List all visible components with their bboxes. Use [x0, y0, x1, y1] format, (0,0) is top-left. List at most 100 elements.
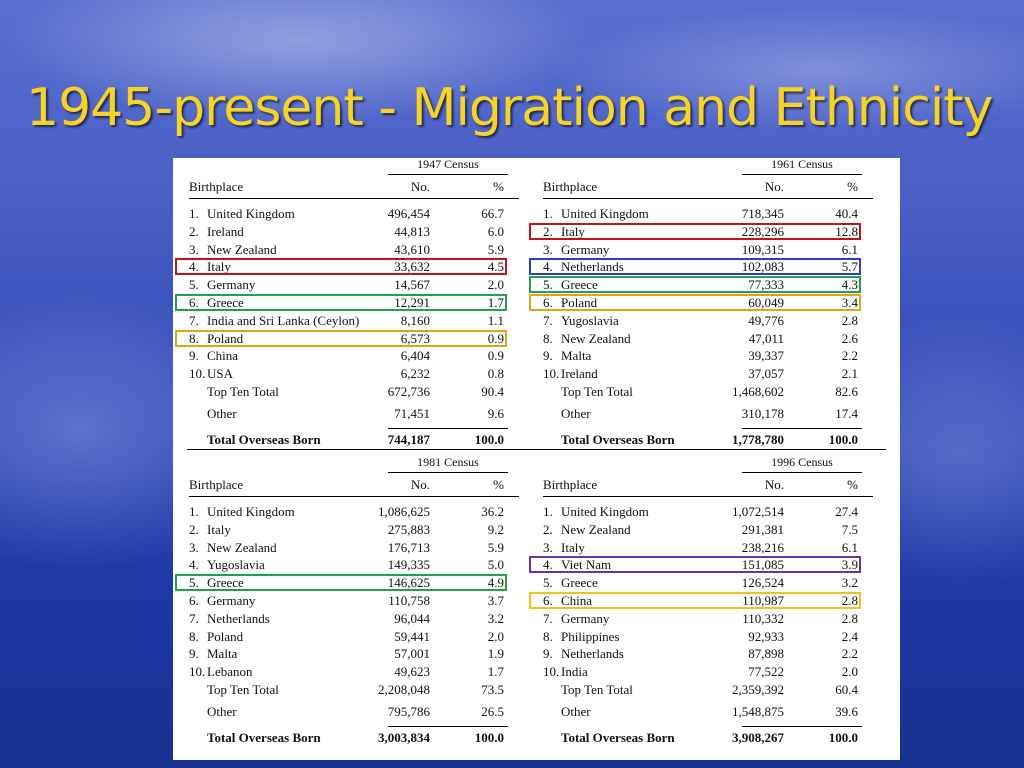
row-percent: 7.5	[841, 521, 858, 537]
row-number: 718,345	[741, 206, 784, 221]
other-row: Other 310,178 17.4	[543, 406, 888, 422]
row-percent: 40.4	[835, 206, 858, 221]
total-overseas-born-row: Total Overseas Born 1,778,780 100.0	[543, 432, 888, 448]
table-row: 6. China 110,987 2.8	[543, 593, 888, 609]
row-percent: 2.8	[841, 312, 858, 328]
table-row: 8. New Zealand 47,011 2.6	[543, 331, 888, 347]
row-number: 149,335	[387, 557, 430, 573]
row-number: 6,404	[400, 348, 430, 364]
row-rank: 4.	[543, 557, 553, 573]
summary-percent: 39.6	[835, 703, 858, 719]
row-percent: 2.0	[487, 628, 504, 644]
birthplace-header: Birthplace	[189, 179, 244, 194]
row-birthplace: India and Sri Lanka (Ceylon)	[207, 312, 360, 328]
summary-percent: 9.6	[487, 405, 504, 421]
summary-number: 672,736	[387, 384, 430, 399]
row-percent: 1.1	[487, 312, 504, 328]
number-header: No.	[764, 179, 784, 194]
top-ten-total-row: Top Ten Total 2,208,048 73.5	[189, 682, 534, 698]
other-row: Other 71,451 9.6	[189, 406, 534, 422]
row-rank: 3.	[189, 539, 199, 555]
row-rank: 9.	[189, 646, 199, 662]
row-number: 12,291	[394, 295, 430, 310]
row-rank: 4.	[543, 259, 553, 275]
row-birthplace: United Kingdom	[207, 504, 295, 519]
row-rank: 2.	[189, 223, 199, 239]
row-percent: 1.7	[487, 295, 504, 310]
table-row: 5. Greece 77,333 4.3	[543, 277, 888, 293]
row-percent: 5.9	[487, 539, 504, 555]
row-number: 77,522	[748, 664, 784, 680]
census-table-1961: 1961 Census Birthplace No.% 1. United Kingdo…	[529, 158, 888, 454]
row-percent: 5.0	[487, 557, 504, 573]
table-row: 1. United Kingdom 718,345 40.4	[543, 206, 888, 222]
summary-number: 1,778,780	[732, 431, 784, 447]
table-row: 9. China 6,404 0.9	[189, 348, 534, 364]
header-rule	[543, 198, 873, 199]
summary-number: 1,548,875	[732, 703, 784, 719]
census-year-label: 1961 Census	[742, 158, 862, 175]
highlight-box	[529, 556, 861, 574]
row-birthplace: Ireland	[561, 366, 598, 382]
row-rank: 2.	[543, 223, 553, 239]
row-number: 77,333	[748, 277, 784, 293]
row-rank: 5.	[543, 575, 553, 591]
percent-header: %	[847, 179, 858, 194]
census-year-label: 1947 Census	[388, 158, 508, 175]
summary-number: 795,786	[387, 703, 430, 719]
table-row: 8. Philippines 92,933 2.4	[543, 629, 888, 645]
row-rank: 10.	[543, 366, 560, 382]
row-number: 57,001	[394, 646, 430, 662]
summary-label: Top Ten Total	[207, 682, 279, 697]
table-row: 2. Italy 275,883 9.2	[189, 522, 534, 538]
table-row: 8. Poland 6,573 0.9	[189, 331, 534, 347]
summary-number: 71,451	[394, 405, 430, 421]
table-row: 1. United Kingdom 496,454 66.7	[189, 206, 534, 222]
row-percent: 2.2	[841, 646, 858, 662]
summary-percent: 100.0	[828, 729, 858, 745]
row-percent: 3.2	[841, 575, 858, 591]
table-divider	[187, 449, 886, 450]
row-number: 6,573	[400, 330, 430, 346]
highlight-box	[175, 258, 507, 276]
row-birthplace: Italy	[207, 521, 231, 537]
row-birthplace: Philippines	[561, 628, 620, 644]
row-birthplace: Germany	[207, 277, 256, 293]
row-rank: 2.	[543, 521, 553, 537]
top-ten-total-row: Top Ten Total 1,468,602 82.6	[543, 384, 888, 400]
row-rank: 6.	[189, 593, 199, 608]
row-number: 8,160	[400, 312, 430, 328]
census-year-label: 1981 Census	[388, 456, 508, 473]
row-birthplace: Greece	[207, 575, 244, 591]
row-rank: 8.	[189, 628, 199, 644]
row-number: 110,987	[742, 593, 784, 608]
summary-label: Other	[207, 405, 237, 421]
row-rank: 9.	[189, 348, 199, 364]
row-number: 96,044	[394, 610, 430, 626]
row-percent: 2.8	[841, 593, 858, 608]
total-rule	[388, 725, 508, 727]
row-birthplace: New Zealand	[561, 330, 631, 346]
row-percent: 2.0	[487, 277, 504, 293]
row-number: 49,623	[394, 664, 430, 680]
other-row: Other 1,548,875 39.6	[543, 704, 888, 720]
table-row: 1. United Kingdom 1,086,625 36.2	[189, 504, 534, 520]
row-percent: 4.3	[841, 277, 858, 293]
row-rank: 7.	[189, 312, 199, 328]
row-percent: 5.7	[841, 259, 858, 275]
row-birthplace: Netherlands	[561, 646, 624, 662]
row-percent: 6.1	[841, 241, 858, 257]
row-percent: 2.6	[841, 330, 858, 346]
summary-percent: 100.0	[474, 431, 504, 447]
row-number: 110,758	[388, 593, 430, 608]
row-rank: 9.	[543, 646, 553, 662]
highlight-box	[529, 294, 861, 311]
row-rank: 1.	[189, 206, 199, 221]
row-number: 33,632	[394, 259, 430, 275]
row-birthplace: Italy	[561, 223, 585, 239]
row-percent: 9.2	[487, 521, 504, 537]
highlight-box	[529, 592, 861, 609]
table-row: 4. Italy 33,632 4.5	[189, 259, 534, 275]
row-birthplace: Germany	[207, 593, 256, 608]
census-year-label: 1996 Census	[742, 456, 862, 473]
